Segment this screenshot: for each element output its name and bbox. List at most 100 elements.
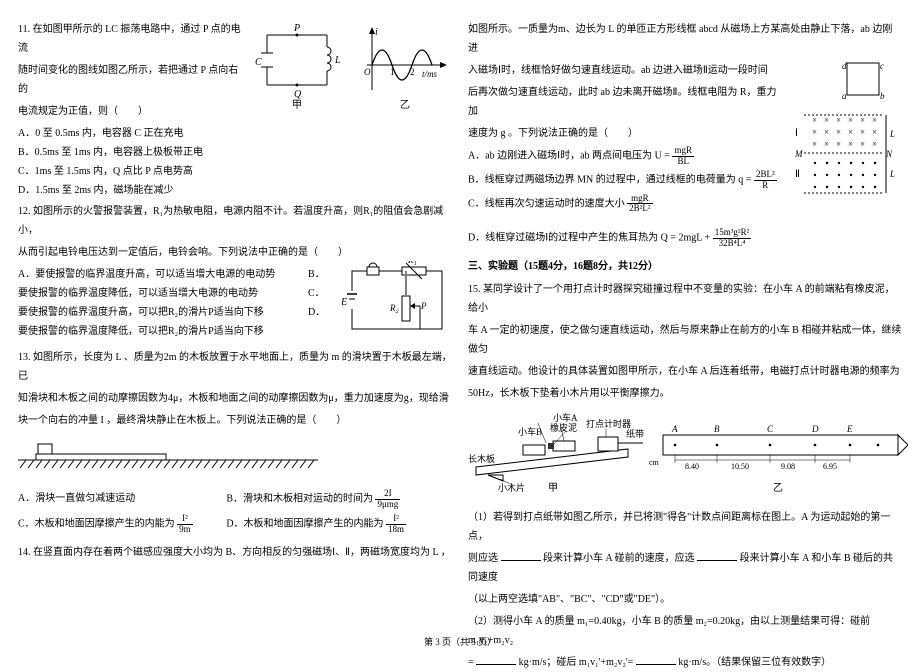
section3-title: 三、实验题（15题4分，16题8分，共12分）: [468, 257, 902, 276]
q15-stem4: 50Hz，长木板下垫着小木片用以平衡摩擦力。: [468, 384, 902, 403]
blank-2[interactable]: [697, 551, 737, 561]
svg-text:×: ×: [848, 139, 853, 149]
q14-optB-eq: q =: [738, 174, 754, 185]
q14C-den: 2B²L²: [627, 204, 652, 214]
label-i: i: [375, 27, 378, 38]
svg-text:×: ×: [812, 139, 817, 149]
svg-text:×: ×: [824, 127, 829, 137]
q14-continued: 如图所示。一质量为m、边长为 L 的单匝正方形线框 abcd 从磁场上方某高处由…: [468, 20, 902, 249]
q12-optC-tag: C．: [308, 284, 336, 303]
q12-optB-tag: B．: [308, 265, 336, 284]
svg-text:×: ×: [848, 115, 853, 125]
q13-optB: B．滑块和木板相对运动的时间为 2I9μmg: [226, 489, 452, 510]
label-jia: 甲: [292, 100, 302, 110]
q15-figure: 小车B 橡皮泥 小车A 打点计时器 纸带 长木板 小木片 甲: [468, 407, 902, 504]
q12: 12. 如图所示的火警报警装置，R₁为热敏电阻，电源内阻不计。若温度升高，则R₁…: [18, 202, 452, 341]
label-E: E: [342, 297, 347, 308]
q13-optA: A．滑块一直做匀减速运动: [18, 489, 226, 510]
svg-text:×: ×: [872, 115, 877, 125]
page-number: 第 3 页（共 5 页）: [0, 635, 920, 648]
q13-optD-pre: D．木板和地面因摩擦产生的内能为: [226, 518, 383, 529]
svg-text:×: ×: [812, 127, 817, 137]
q13-optD-den: 18m: [386, 525, 406, 535]
label-t1: 1: [390, 67, 395, 77]
q11: C P Q L 甲: [18, 20, 452, 200]
lbl-D2: D: [811, 424, 819, 434]
q15-p1a: （1）若得到打点纸带如图乙所示，并已将测"得各"计数点间距离标在图上。A 为运动…: [468, 508, 902, 546]
lbl-yi2: 乙: [773, 482, 783, 494]
q11-figure: C P Q L 甲: [252, 20, 452, 117]
q13-optD: D．木板和地面因摩擦产生的内能为 I²18m: [226, 514, 452, 535]
svg-text:×: ×: [860, 127, 865, 137]
q11-optB: B．0.5ms 至 1ms 内，电容器上极板带正电: [18, 143, 452, 162]
q14-optD-pre: D．线框穿过磁场Ⅰ的过程中产生的焦耳热为: [468, 233, 658, 244]
q14-optA-eq: U =: [655, 151, 673, 162]
label-L: L: [334, 55, 341, 66]
q12-stem2: 从而引起电铃电压达到一定值后，电铃会响。下列说法中正确的是（ ）: [18, 243, 452, 262]
q12-figure: E R₁ R₂ P: [342, 261, 452, 348]
label-yi: 乙: [400, 99, 410, 110]
lbl-timer: 打点计时器: [586, 418, 631, 429]
right-column: 如图所示。一质量为m、边长为 L 的单匝正方形线框 abcd 从磁场上方某高处由…: [460, 20, 910, 642]
q13-stem3: 块一个向右的冲量 I ，最终滑块静止在木板上。下列说法正确的是（ ）: [18, 411, 452, 430]
q14-stem2: 如图所示。一质量为m、边长为 L 的单匝正方形线框 abcd 从磁场上方某高处由…: [468, 20, 902, 58]
q14D-den: 32B⁴L⁴: [713, 239, 752, 249]
lbl-II: Ⅱ: [795, 169, 800, 180]
lbl-L2: L: [889, 169, 895, 179]
q13-optB-pre: B．滑块和木板相对运动的时间为: [226, 494, 373, 505]
q13: 13. 如图所示，长度为 L 、质量为2m 的木板放置于水平地面上，质量为 m …: [18, 348, 452, 535]
svg-text:×: ×: [836, 127, 841, 137]
q15-p2b: =: [468, 657, 474, 668]
svg-text:×: ×: [860, 115, 865, 125]
lbl-d: d: [842, 61, 847, 71]
lbl-jia2: 甲: [548, 483, 558, 494]
svg-text:×: ×: [836, 115, 841, 125]
q11-optD: D．1.5ms 至 2ms 内，磁场能在减少: [18, 181, 452, 200]
label-Q: Q: [294, 89, 302, 100]
svg-text:×: ×: [872, 139, 877, 149]
q14-optB-pre: B．线框穿过两磁场边界 MN 的过程中，通过线框的电荷量为: [468, 174, 736, 185]
q13-figure: [18, 436, 452, 483]
blank-1[interactable]: [501, 551, 541, 561]
q15-p2c: kg·m/s；碰后 m₁v₁'+m₂v₂'=: [519, 657, 634, 668]
lbl-tape: 纸带: [626, 428, 644, 439]
label-t: t/ms: [422, 69, 438, 79]
label-R2: R₂: [389, 303, 399, 313]
lbl-B2: B: [714, 424, 720, 434]
svg-text:×: ×: [836, 139, 841, 149]
svg-text:×: ×: [872, 127, 877, 137]
q14-optD: D．线框穿过磁场Ⅰ的过程中产生的焦耳热为 Q = 2mgL + 15m³g²R²…: [468, 228, 902, 249]
q14-stem1: 14. 在竖直面内存在着两个磁感应强度大小均为 B、方向相反的匀强磁场Ⅰ、Ⅱ，两…: [18, 543, 452, 562]
q14-optC-pre: C．线框再次匀速运动时的速度大小: [468, 198, 625, 209]
lbl-carA: 小车A: [553, 412, 578, 423]
label-P2: P: [420, 301, 427, 311]
q13-optC-den: 9m: [177, 525, 193, 535]
q15-p1-line: 则应选 段来计算小车 A 碰前的速度，应选 段来计算小车 A 和小车 B 碰后的…: [468, 549, 902, 587]
lbl-c: c: [880, 61, 884, 71]
q14B-den: R: [754, 181, 777, 191]
q12-optD-tag: D．: [308, 303, 336, 322]
label-C: C: [255, 57, 262, 68]
label-O: O: [364, 67, 371, 77]
q13-optC-pre: C．木板和地面因摩擦产生的内能为: [18, 518, 175, 529]
svg-text:×: ×: [824, 139, 829, 149]
lbl-carB: 小车B: [518, 426, 542, 437]
blank-3[interactable]: [476, 655, 516, 665]
lbl-b: b: [880, 91, 885, 101]
label-t2: 2: [410, 67, 415, 77]
label-P: P: [293, 23, 300, 34]
lbl-wood: 小木片: [498, 482, 525, 493]
lbl-d1: 8.40: [685, 462, 699, 471]
q13-optB-den: 9μmg: [375, 500, 400, 510]
q15-stem3: 速直线运动。他设计的具体装置如图甲所示，在小车 A 后连着纸带，电磁打点计时器电…: [468, 362, 902, 381]
q12-stem1: 12. 如图所示的火警报警装置，R₁为热敏电阻，电源内阻不计。若温度升高，则R₁…: [18, 202, 452, 240]
q15-stem2: 车 A 一定的初速度，使之做匀速直线运动，然后与原来静止在前方的小车 B 相碰并…: [468, 321, 902, 359]
svg-text:×: ×: [848, 127, 853, 137]
lbl-d2: 10.50: [731, 462, 749, 471]
q15-p2d: kg·m/s。（结果保留三位有效数字）: [678, 657, 831, 668]
blank-4[interactable]: [636, 655, 676, 665]
svg-text:×: ×: [860, 139, 865, 149]
lbl-I: Ⅰ: [795, 128, 798, 139]
q15-stem1: 15. 某同学设计了一个用打点计时器探究碰撞过程中不变量的实验：在小车 A 的前…: [468, 280, 902, 318]
q15: 15. 某同学设计了一个用打点计时器探究碰撞过程中不变量的实验：在小车 A 的前…: [468, 280, 902, 672]
